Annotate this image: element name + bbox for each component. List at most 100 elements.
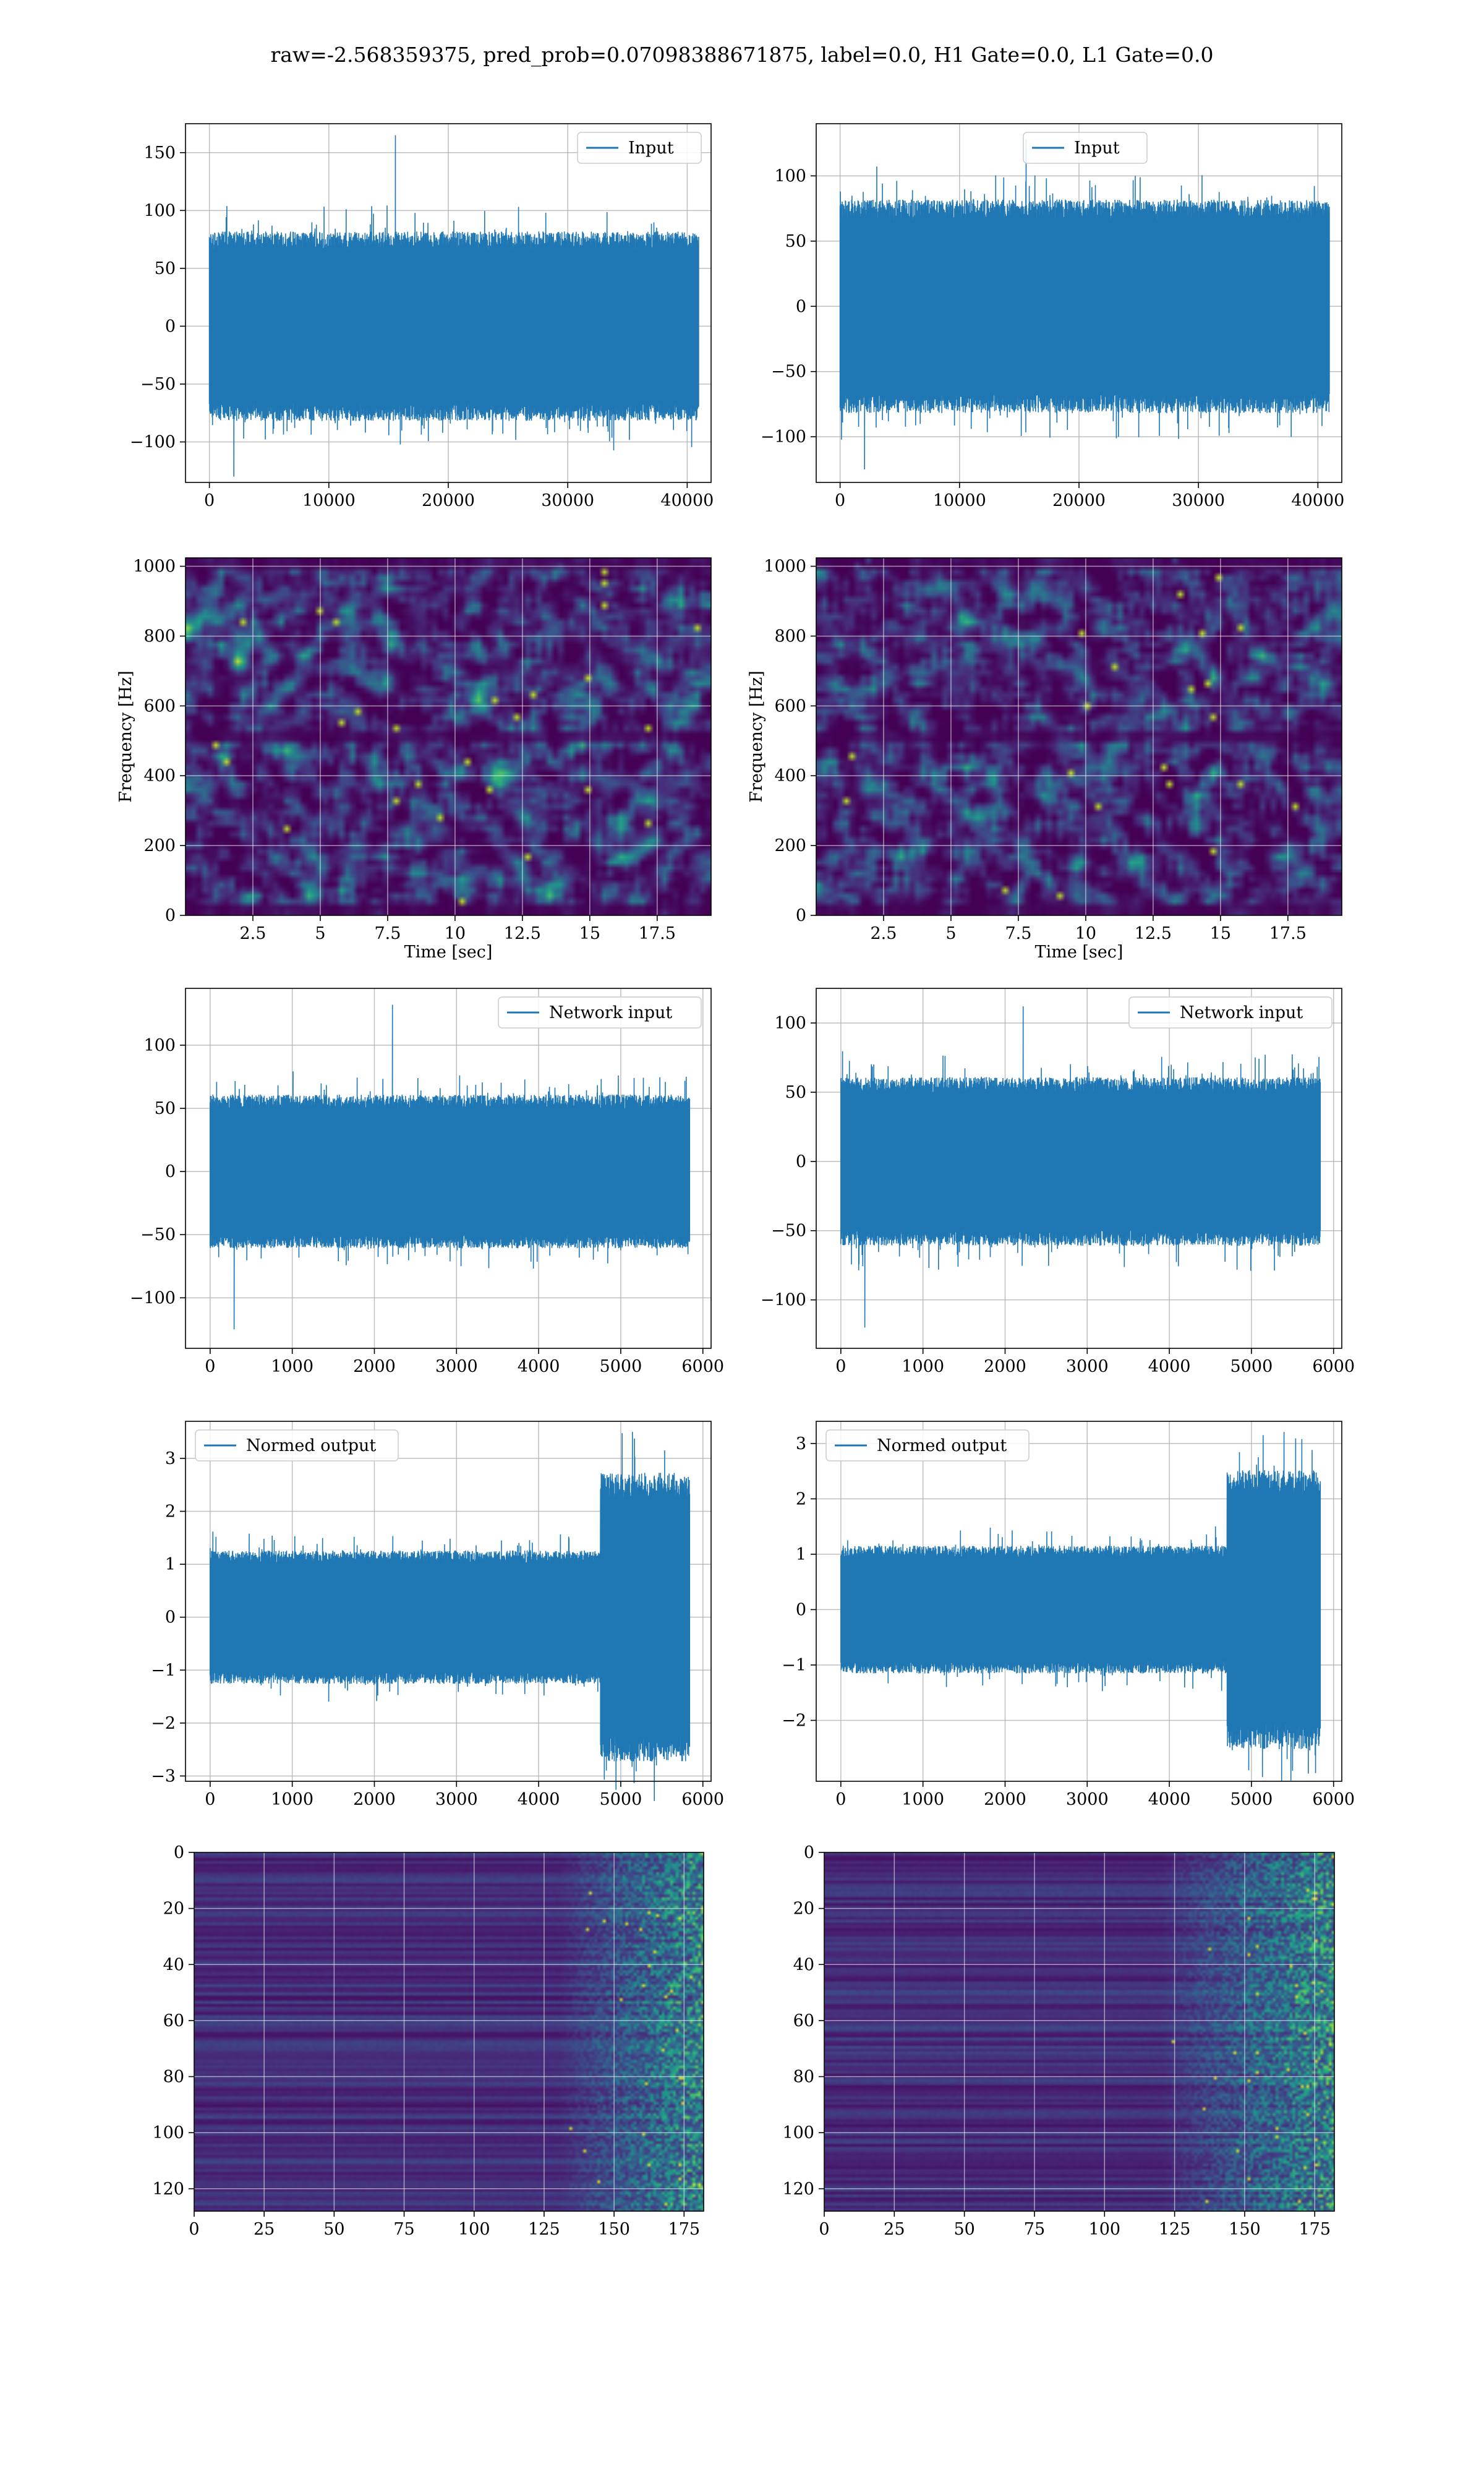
x-tick-label: 25: [254, 2220, 275, 2239]
series-core: [210, 1111, 690, 1232]
heatmap-image: [816, 558, 1342, 915]
y-tick-label: −50: [140, 1225, 176, 1244]
x-tick-label: 2.5: [239, 924, 266, 943]
x-tick-label: 2000: [984, 1790, 1026, 1809]
x-tick-label: 75: [393, 2220, 414, 2239]
legend-label: Normed output: [246, 1436, 376, 1455]
x-tick-label: 50: [323, 2220, 344, 2239]
y-tick-label: 0: [174, 1843, 184, 1862]
y-tick-label: 3: [796, 1434, 806, 1453]
legend: Network input: [1128, 996, 1333, 1029]
y-tick-label: −2: [782, 1711, 806, 1731]
y-tick-label: 0: [165, 317, 176, 336]
x-tick-label: 3000: [1066, 1790, 1109, 1809]
y-tick-label: 50: [785, 1083, 806, 1102]
x-tick-label: 7.5: [1005, 924, 1031, 943]
y-tick-label: 80: [793, 2068, 814, 2087]
x-tick-label: 4000: [1148, 1357, 1191, 1376]
y-tick-label: −100: [761, 1291, 806, 1310]
axes-frame: [816, 557, 1342, 916]
y-tick-label: 0: [165, 1608, 176, 1627]
y-tick-label: 800: [774, 627, 806, 646]
legend-box: [1023, 132, 1148, 164]
legend-label: Normed output: [877, 1436, 1007, 1455]
y-tick-label: 600: [774, 696, 806, 716]
x-tick-label: 30000: [541, 491, 594, 510]
y-tick-label: 0: [165, 906, 176, 925]
axes-frame: [185, 557, 712, 916]
x-tick-label: 4000: [518, 1357, 560, 1376]
axes-frame: [185, 123, 712, 483]
legend-box: [195, 1429, 399, 1462]
y-tick-label: 2: [796, 1489, 806, 1509]
axes-out-l1: 0 1000 2000 3000 4000 5000 6000 −2 −1 0 1 2 3 Normed …: [782, 1421, 1355, 1809]
y-tick-label: 20: [793, 1899, 814, 1919]
axes-frame: [194, 1852, 704, 2212]
y-tick-label: 0: [796, 1152, 806, 1171]
y-tick-label: 120: [782, 2180, 814, 2199]
axes-fmap-h1: 0 25 50 75 100 125 150 175 0 20 40 60 80 100 120: [152, 1843, 704, 2239]
y-tick-label: 120: [152, 2180, 184, 2199]
heatmap-image: [186, 558, 711, 915]
y-tick-label: 150: [143, 143, 176, 163]
y-tick-label: 100: [774, 1014, 806, 1033]
y-tick-label: 400: [143, 766, 176, 785]
x-tick-label: 175: [668, 2220, 701, 2239]
x-tick-label: 3000: [1066, 1357, 1109, 1376]
axes-spec-h1: 2.5 5 7.5 10 12.5 15 17.5 0 200 400 600 800 1000 Time…: [116, 557, 712, 962]
y-tick-label: 60: [163, 2011, 184, 2031]
axes-frame: [816, 123, 1342, 483]
x-tick-label: 0: [204, 491, 215, 510]
y-axis-label: Frequency [Hz]: [116, 670, 135, 802]
x-tick-label: 40000: [1291, 491, 1344, 510]
legend-label: Network input: [549, 1003, 672, 1022]
x-tick-label: 1000: [271, 1790, 313, 1809]
x-tick-label: 5000: [600, 1790, 642, 1809]
x-tick-label: 10: [1075, 924, 1096, 943]
x-tick-label: 2000: [353, 1790, 396, 1809]
legend-label: Input: [628, 139, 674, 158]
y-tick-label: 200: [774, 836, 806, 855]
y-tick-label: −1: [151, 1661, 176, 1680]
legend: Network input: [498, 996, 702, 1029]
y-tick-label: 600: [143, 696, 176, 716]
x-tick-label: 6000: [681, 1790, 724, 1809]
axes-frame: [824, 1852, 1335, 2212]
series-core: [840, 223, 1329, 390]
x-tick-label: 3000: [435, 1790, 478, 1809]
x-tick-label: 17.5: [1269, 924, 1307, 943]
y-tick-label: −100: [130, 1288, 176, 1308]
axes-fmap-l1: 0 25 50 75 100 125 150 175 0 20 40 60 80 100 120: [782, 1843, 1335, 2239]
y-tick-label: 1000: [133, 557, 176, 576]
y-tick-label: 0: [796, 1600, 806, 1619]
series-core: [840, 1500, 1321, 1719]
x-tick-label: 2000: [984, 1357, 1026, 1376]
y-tick-label: 50: [155, 1099, 176, 1118]
y-tick-label: 40: [793, 1955, 814, 1974]
x-tick-label: 6000: [1312, 1790, 1355, 1809]
x-tick-label: 4000: [518, 1790, 560, 1809]
y-tick-label: −50: [140, 375, 176, 394]
x-tick-label: 17.5: [639, 924, 676, 943]
legend-label: Network input: [1180, 1003, 1303, 1022]
heatmap-image: [194, 1852, 704, 2211]
legend-box: [1128, 996, 1333, 1029]
y-tick-label: 0: [796, 297, 806, 316]
x-tick-label: 15: [1210, 924, 1231, 943]
axes-netin-l1: 0 1000 2000 3000 4000 5000 6000 −100 −50 0 50 100 Ne…: [761, 988, 1355, 1376]
y-tick-label: 0: [796, 906, 806, 925]
x-tick-label: 0: [835, 1357, 846, 1376]
legend-box: [825, 1429, 1030, 1462]
legend-label: Input: [1074, 139, 1120, 158]
y-tick-label: −3: [151, 1766, 176, 1786]
axes-frame: [816, 988, 1342, 1349]
x-tick-label: 0: [205, 1357, 215, 1376]
x-tick-label: 75: [1024, 2220, 1045, 2239]
x-tick-label: 3000: [435, 1357, 478, 1376]
series-core: [210, 1504, 690, 1731]
y-tick-label: 1: [165, 1555, 176, 1574]
legend: Normed output: [825, 1429, 1030, 1462]
y-tick-label: 50: [155, 259, 176, 278]
y-tick-label: 100: [143, 1036, 176, 1055]
legend: Input: [577, 132, 702, 164]
